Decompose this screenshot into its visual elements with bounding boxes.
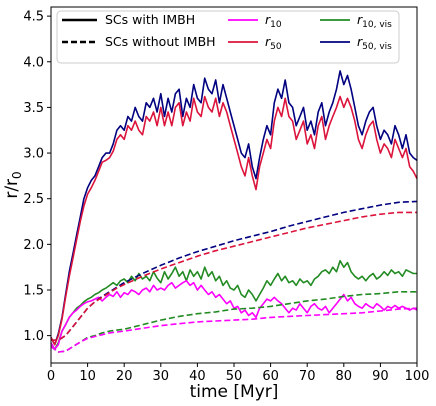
- x-tick-label: 60: [262, 369, 279, 384]
- series-line-3: [50, 280, 418, 351]
- legend-label: SCs without IMBH: [105, 34, 216, 49]
- series-line-5: [51, 211, 417, 341]
- legend-label-main: r: [265, 34, 271, 49]
- x-tick-label: 40: [189, 369, 206, 384]
- x-tick-label: 80: [336, 369, 353, 384]
- y-axis-label: r/r0: [2, 171, 24, 198]
- legend-box: [56, 10, 400, 64]
- series-line-2: [50, 260, 417, 351]
- series-line-0: [50, 70, 418, 346]
- x-tick-label: 20: [116, 369, 133, 384]
- x-tick-label: 50: [226, 369, 243, 384]
- legend-label: r50, vis: [357, 34, 392, 52]
- x-tick-label: 100: [405, 369, 430, 384]
- legend-label-sub: 50, vis: [362, 42, 392, 52]
- legend-label-main: SCs with IMBH: [105, 12, 195, 27]
- legend-label: r10, vis: [357, 12, 392, 30]
- x-axis-label: time [Myr]: [190, 382, 279, 402]
- x-tick-label: 70: [299, 369, 316, 384]
- series-line-1: [50, 95, 418, 346]
- x-tick-label: 30: [153, 369, 170, 384]
- y-tick-label: 3.0: [23, 147, 44, 162]
- y-tick-label: 4.0: [23, 55, 44, 70]
- legend-label: r10: [265, 12, 282, 30]
- legend-label-main: r: [265, 12, 271, 27]
- legend-label-main: r: [357, 34, 363, 49]
- x-tick-label: 0: [47, 369, 55, 384]
- y-ticks: 1.0 1.5 2.0 2.5 3.0 3.5 4.0 4.5: [23, 10, 51, 344]
- x-tick-label: 90: [372, 369, 389, 384]
- y-tick-label: 2.5: [23, 192, 44, 207]
- y-axis-label-main: r/r: [2, 179, 22, 199]
- y-tick-label: 4.5: [23, 10, 44, 25]
- legend-label-sub: 10: [270, 20, 282, 30]
- y-tick-label: 2.0: [23, 238, 44, 253]
- legend-label: SCs with IMBH: [105, 12, 195, 27]
- series-line-4: [51, 200, 418, 341]
- y-axis-label-sub: 0: [10, 171, 24, 179]
- y-tick-label: 3.5: [23, 101, 44, 116]
- legend-label-main: SCs without IMBH: [105, 34, 216, 49]
- series-line-7: [50, 307, 418, 353]
- y-tick-label: 1.5: [23, 283, 44, 298]
- legend-label-main: r: [357, 12, 363, 27]
- x-tick-label: 10: [79, 369, 96, 384]
- series-layer: [50, 70, 418, 353]
- legend-label: r50: [265, 34, 282, 52]
- x-ticks: 0 10 20 30 40 50 60 70 80 90 100: [47, 363, 430, 384]
- legend-label-sub: 10, vis: [362, 20, 392, 30]
- legend-label-sub: 50: [270, 42, 282, 52]
- y-tick-label: 1.0: [23, 329, 44, 344]
